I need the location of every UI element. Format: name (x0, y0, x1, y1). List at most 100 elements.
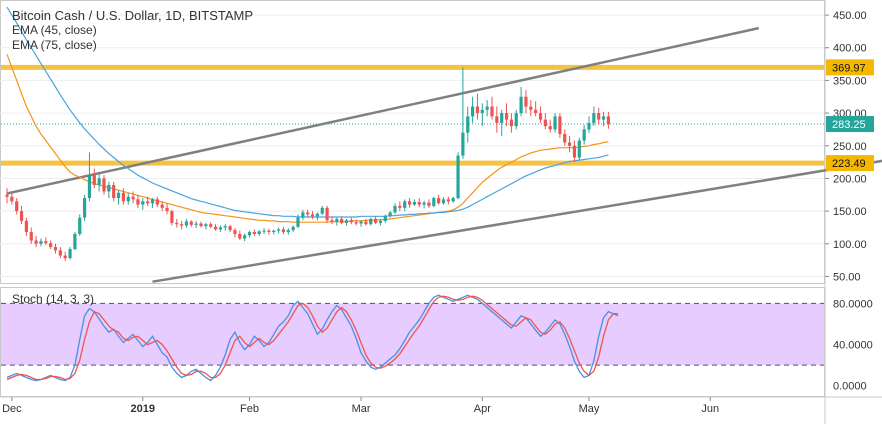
candle[interactable] (606, 111, 610, 129)
candle[interactable] (218, 225, 222, 233)
candle[interactable] (121, 188, 125, 205)
candle[interactable] (490, 96, 494, 120)
candle[interactable] (587, 116, 591, 133)
candle[interactable] (306, 209, 310, 218)
candle[interactable] (92, 168, 96, 189)
candle[interactable] (572, 140, 577, 163)
candle[interactable] (184, 218, 189, 228)
candle[interactable] (233, 228, 237, 238)
candle[interactable] (58, 247, 62, 259)
candle[interactable] (471, 96, 475, 123)
candle[interactable] (582, 124, 586, 145)
candle[interactable] (548, 119, 552, 133)
candle[interactable] (344, 218, 349, 226)
candle[interactable] (378, 218, 383, 226)
candle[interactable] (383, 214, 387, 223)
candle[interactable] (24, 217, 28, 236)
candle[interactable] (209, 222, 213, 229)
candle[interactable] (136, 194, 140, 208)
candle[interactable] (238, 230, 242, 240)
candle[interactable] (577, 137, 581, 161)
candle[interactable] (112, 181, 116, 202)
candle[interactable] (29, 227, 33, 244)
candle[interactable] (514, 109, 518, 130)
candle[interactable] (228, 224, 232, 233)
candle[interactable] (398, 201, 402, 212)
candle[interactable] (78, 214, 82, 236)
candle[interactable] (509, 113, 513, 133)
candle[interactable] (301, 209, 305, 221)
candle[interactable] (335, 217, 339, 226)
candle[interactable] (126, 192, 130, 205)
candle[interactable] (529, 100, 533, 117)
candle[interactable] (150, 198, 155, 208)
candle[interactable] (374, 216, 378, 225)
channel-top-trendline[interactable] (6, 26, 760, 195)
candle[interactable] (534, 101, 538, 117)
candle[interactable] (461, 67, 465, 159)
candle[interactable] (34, 235, 38, 248)
candle[interactable] (180, 220, 184, 230)
candle[interactable] (296, 214, 300, 229)
candle[interactable] (272, 229, 276, 235)
candle[interactable] (441, 197, 446, 205)
candle[interactable] (601, 111, 606, 127)
candle[interactable] (49, 240, 53, 250)
candle[interactable] (592, 106, 596, 127)
candle[interactable] (451, 196, 455, 203)
candle[interactable] (354, 219, 358, 226)
candle[interactable] (495, 106, 499, 133)
candle[interactable] (543, 113, 547, 130)
candle[interactable] (170, 209, 174, 226)
candle[interactable] (223, 224, 227, 231)
candle[interactable] (247, 230, 252, 238)
candle[interactable] (281, 226, 286, 234)
candle[interactable] (175, 218, 179, 228)
candle[interactable] (359, 220, 363, 227)
candle[interactable] (500, 109, 504, 136)
candle[interactable] (107, 181, 111, 199)
candle[interactable] (563, 129, 567, 146)
candle[interactable] (262, 228, 266, 234)
candle[interactable] (369, 217, 373, 226)
candle[interactable] (340, 216, 344, 225)
candle[interactable] (568, 135, 572, 153)
candle[interactable] (388, 211, 392, 218)
candle[interactable] (83, 194, 87, 221)
candle[interactable] (102, 175, 106, 195)
candle[interactable] (417, 198, 421, 208)
stoch-d-line[interactable] (6, 295, 619, 381)
candle[interactable] (466, 106, 470, 143)
candle[interactable] (558, 113, 562, 138)
candle[interactable] (213, 224, 218, 231)
candle[interactable] (19, 205, 24, 225)
candle[interactable] (393, 203, 397, 215)
candle[interactable] (538, 106, 543, 123)
candle[interactable] (407, 198, 412, 208)
candle[interactable] (97, 171, 101, 192)
candle[interactable] (10, 191, 14, 205)
candle[interactable] (597, 107, 601, 125)
candle[interactable] (291, 225, 295, 233)
candle[interactable] (155, 196, 159, 208)
candle[interactable] (252, 229, 256, 236)
candle[interactable] (446, 196, 450, 205)
candle[interactable] (257, 230, 261, 236)
candle[interactable] (68, 247, 72, 260)
candle[interactable] (349, 217, 353, 225)
candle[interactable] (243, 233, 247, 242)
candle[interactable] (204, 222, 208, 230)
candle[interactable] (485, 100, 489, 117)
candle[interactable] (141, 198, 145, 210)
candle[interactable] (412, 199, 416, 206)
candle[interactable] (456, 152, 460, 200)
candle[interactable] (422, 200, 426, 209)
candle[interactable] (73, 232, 77, 251)
candle[interactable] (199, 221, 203, 228)
candle[interactable] (432, 196, 436, 208)
candle[interactable] (325, 205, 329, 223)
candle[interactable] (44, 237, 48, 246)
candle[interactable] (403, 199, 407, 212)
candle[interactable] (480, 103, 484, 127)
